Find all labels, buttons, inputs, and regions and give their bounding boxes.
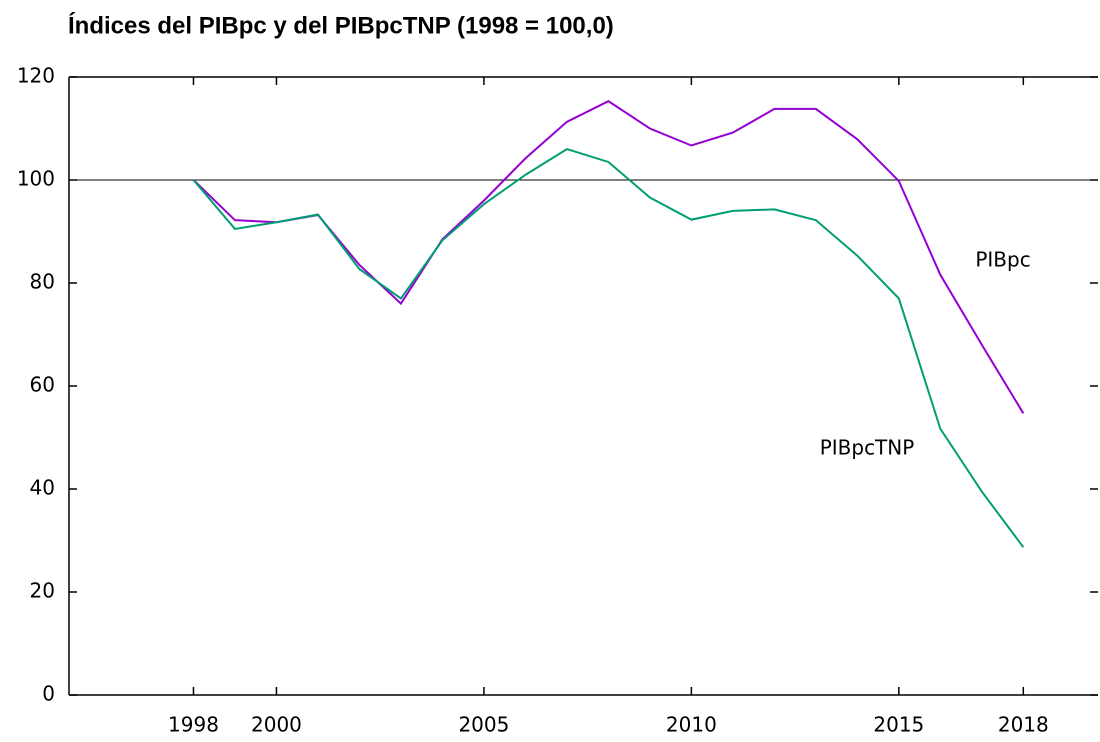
y-tick-label: 20 xyxy=(30,579,55,603)
series-line xyxy=(192,148,1025,548)
y-tick-label: 80 xyxy=(30,270,55,294)
series-line xyxy=(192,100,1025,414)
y-tick-label: 120 xyxy=(17,64,55,88)
x-tick-label: 2018 xyxy=(998,713,1049,737)
y-tick-label: 40 xyxy=(30,476,55,500)
y-tick-label: 60 xyxy=(30,373,55,397)
y-tick-label: 0 xyxy=(42,682,55,706)
x-tick-label: 2005 xyxy=(458,713,509,737)
series-label: PIBpc xyxy=(975,248,1030,272)
chart-title: Índices del PIBpc y del PIBpcTNP (1998 =… xyxy=(68,11,614,39)
x-tick-label: 2000 xyxy=(251,713,302,737)
x-tick-label: 1998 xyxy=(168,713,219,737)
x-tick-label: 2015 xyxy=(873,713,924,737)
series-label: PIBpcTNP xyxy=(820,436,915,460)
x-tick-label: 2010 xyxy=(666,713,717,737)
y-tick-label: 100 xyxy=(17,167,55,191)
